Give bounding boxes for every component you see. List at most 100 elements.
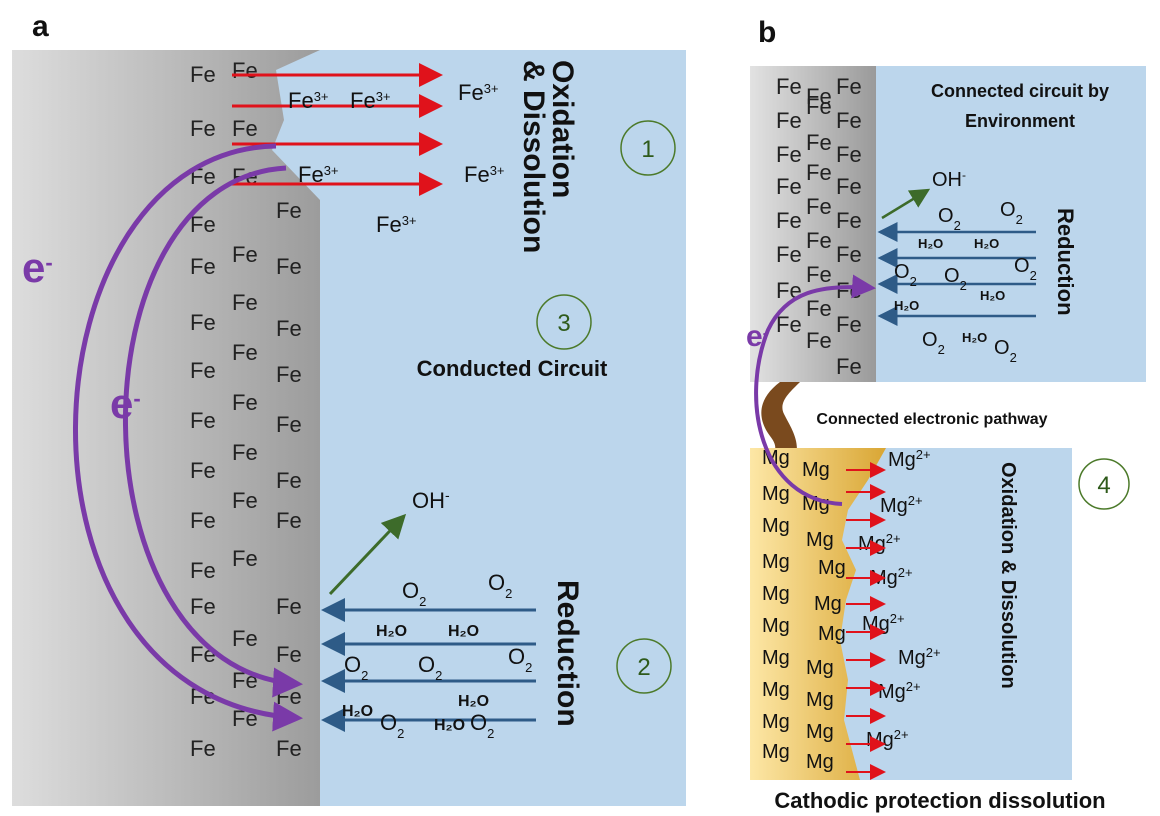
iron-atom: Fe: [276, 412, 302, 437]
oxidation-arrows-a: [232, 63, 443, 196]
oxidation-label-b: Oxidation & Dissolution: [997, 462, 1019, 689]
electron-path-b: [754, 274, 876, 506]
iron-atom: Fe: [190, 212, 216, 237]
ferric-ion-labels: Fe3+ Fe3+ Fe3+ Fe3+ Fe3+ Fe3+: [288, 80, 505, 237]
magnesium-oxidation-arrows: Mg2+Mg2+Mg2+Mg2+Mg2+Mg2+Mg2+Mg2+: [846, 447, 941, 780]
iron-atom: Fe: [836, 242, 862, 267]
iron-atom: Fe: [232, 440, 258, 465]
iron-atom: Fe: [232, 58, 258, 83]
magnesium-atom: Mg: [762, 615, 790, 637]
iron-atom: Fe: [190, 642, 216, 667]
iron-atom: Fe: [776, 242, 802, 267]
water-molecule: H₂O: [894, 298, 919, 313]
magnesium-atom: Mg: [806, 751, 834, 773]
iron-atom: Fe: [836, 74, 862, 99]
magnesium-atom: Mg: [802, 493, 830, 515]
electron-path-inner: [123, 165, 303, 698]
iron-atom: Fe: [806, 296, 832, 321]
water-molecule: H₂O: [918, 236, 943, 251]
hydroxide-arrow-a: [328, 513, 407, 596]
iron-atom: Fe: [776, 312, 802, 337]
magnesium-atom: Mg: [806, 529, 834, 551]
electron-label-1: e-: [22, 244, 53, 291]
magnesium-atom: Mg: [802, 459, 830, 481]
oxygen-molecule: O2: [470, 710, 494, 741]
oxygen-molecule: O2: [380, 710, 404, 741]
iron-atom: Fe: [190, 458, 216, 483]
oxygen-molecule: O2: [402, 578, 426, 609]
magnesium-ion: Mg2+: [898, 645, 941, 670]
magnesium-atom: Mg: [806, 657, 834, 679]
iron-atom: Fe: [276, 594, 302, 619]
oxygen-molecule: O2: [994, 337, 1017, 365]
magnesium-atom: Mg: [806, 721, 834, 743]
water-molecule: H₂O: [458, 693, 489, 710]
iron-atom: Fe: [776, 108, 802, 133]
iron-atom: Fe: [806, 262, 832, 287]
hydroxide-label-b: OH-: [932, 168, 966, 191]
iron-atom: Fe: [232, 488, 258, 513]
magnesium-ion: Mg2+: [880, 493, 923, 518]
electron-label-2: e-: [110, 380, 141, 427]
magnesium-ion: Mg2+: [888, 447, 931, 472]
oxygen-molecule: O2: [1014, 255, 1037, 283]
ferric-ion: Fe3+: [376, 212, 417, 237]
iron-atom: Fe: [190, 408, 216, 433]
step-3-number: 3: [557, 310, 570, 337]
magnesium-atom: Mg: [762, 647, 790, 669]
iron-atom: Fe: [276, 468, 302, 493]
iron-atom: Fe: [776, 208, 802, 233]
pathway-label: Connected electronic pathway: [816, 411, 1047, 428]
oxygen-molecule: O2: [488, 570, 512, 601]
magnesium-atom: Mg: [762, 679, 790, 701]
oxidation-label: Oxidation: [546, 60, 579, 198]
iron-atom: Fe: [190, 254, 216, 279]
iron-atom: Fe: [190, 116, 216, 141]
iron-atom: Fe: [232, 390, 258, 415]
magnesium-atom: Mg: [762, 583, 790, 605]
oxygen-molecule: O2: [922, 329, 945, 357]
cathodic-protection-label: Cathodic protection dissolution: [774, 788, 1105, 813]
iron-atom: Fe: [190, 62, 216, 87]
iron-atom: Fe: [232, 626, 258, 651]
iron-atom: Fe: [806, 130, 832, 155]
iron-atom: Fe: [806, 160, 832, 185]
step-2-number: 2: [637, 654, 650, 681]
water-molecule: H₂O: [448, 623, 479, 640]
iron-atom: Fe: [806, 94, 832, 119]
iron-atom: Fe: [276, 642, 302, 667]
iron-atom: Fe: [276, 508, 302, 533]
water-molecule: H₂O: [342, 703, 373, 720]
oxygen-molecule: O2: [508, 644, 532, 675]
magnesium-atom: Mg: [762, 741, 790, 763]
iron-atom: Fe: [806, 228, 832, 253]
iron-atom: Fe: [232, 546, 258, 571]
iron-atom: Fe: [836, 312, 862, 337]
oxygen-molecule: O2: [344, 652, 368, 683]
iron-atom: Fe: [276, 198, 302, 223]
electron-label-b: e-: [746, 320, 768, 353]
oxygen-molecule: O2: [894, 261, 917, 289]
magnesium-atom: Mg: [806, 689, 834, 711]
dissolution-label: & Dissolution: [517, 60, 550, 253]
panel-a-letter: a: [32, 10, 49, 43]
iron-block-b: [750, 66, 876, 382]
oxygen-molecule: O2: [1000, 199, 1023, 227]
water-molecule: H₂O: [434, 717, 465, 734]
hydroxide-arrow-b: [881, 188, 931, 220]
step-2-circle: [616, 638, 672, 694]
iron-atom: Fe: [232, 116, 258, 141]
hydroxide-label-a: OH-: [412, 487, 450, 513]
water-molecule: H₂O: [376, 623, 407, 640]
ferric-ion: Fe3+: [458, 80, 499, 105]
iron-atom: Fe: [806, 328, 832, 353]
magnesium-atom: Mg: [762, 711, 790, 733]
iron-atom: Fe: [190, 310, 216, 335]
conducted-circuit-label: Conducted Circuit: [417, 356, 608, 381]
electron-path-outer: [73, 143, 303, 732]
iron-atom: Fe: [776, 142, 802, 167]
